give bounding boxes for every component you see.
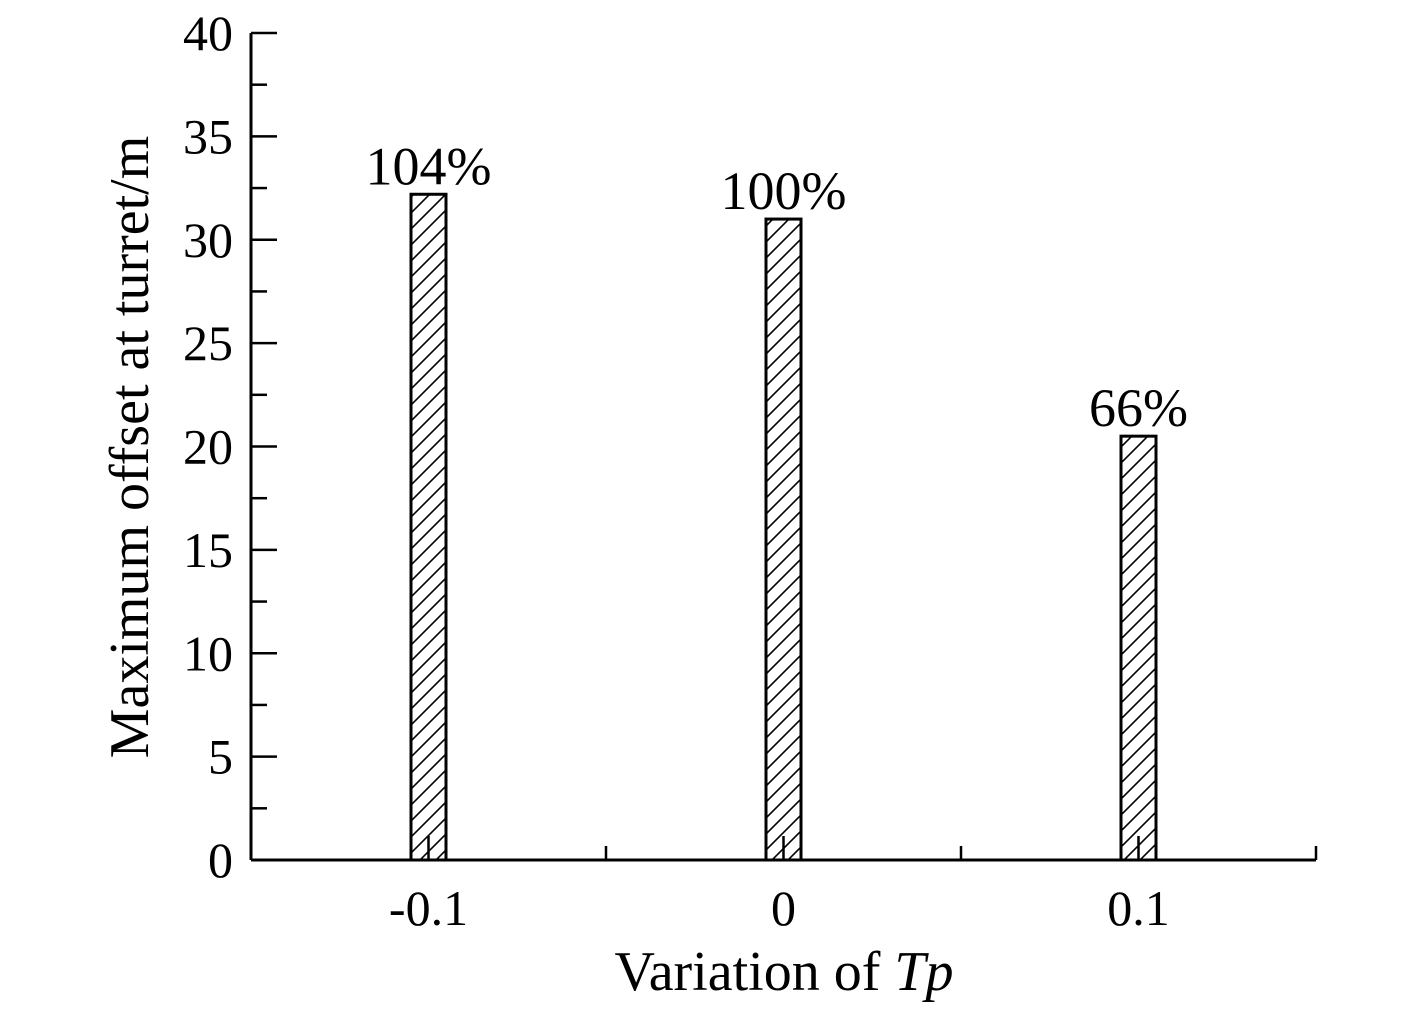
y-tick-label: 0 [208,832,233,888]
y-tick-label: 15 [183,522,233,578]
y-tick-label: 5 [208,729,233,785]
bars: 104% 100% 66% [366,136,1188,862]
x-axis-title-prefix: Variation of [614,941,894,1003]
y-tick-label: 30 [183,212,233,268]
x-axis-title-symbol: Tp [894,941,953,1003]
y-tick-label: 40 [183,5,233,61]
y-axis-title: Maximum offset at turret/m [99,136,161,759]
y-tick-label: 25 [183,315,233,371]
y-tick-label: 10 [183,625,233,681]
y-tick-label: 20 [183,419,233,475]
bar [1119,434,1158,862]
x-axis-title: Variation of Tp [614,941,953,1003]
x-tick-label: 0 [771,880,796,936]
x-tick-label: 0.1 [1107,880,1170,936]
bar-data-label: 100% [721,161,847,221]
x-axis-ticks: -0.1 0 0.1 [389,836,1318,936]
bar [409,192,448,862]
x-tick-label: -0.1 [389,880,468,936]
y-tick-label: 35 [183,108,233,164]
bar [764,217,803,862]
bar-data-label: 66% [1089,378,1188,438]
y-axis-ticks: 0 5 10 15 20 25 30 35 40 [183,5,277,888]
bar-data-label: 104% [366,136,492,196]
